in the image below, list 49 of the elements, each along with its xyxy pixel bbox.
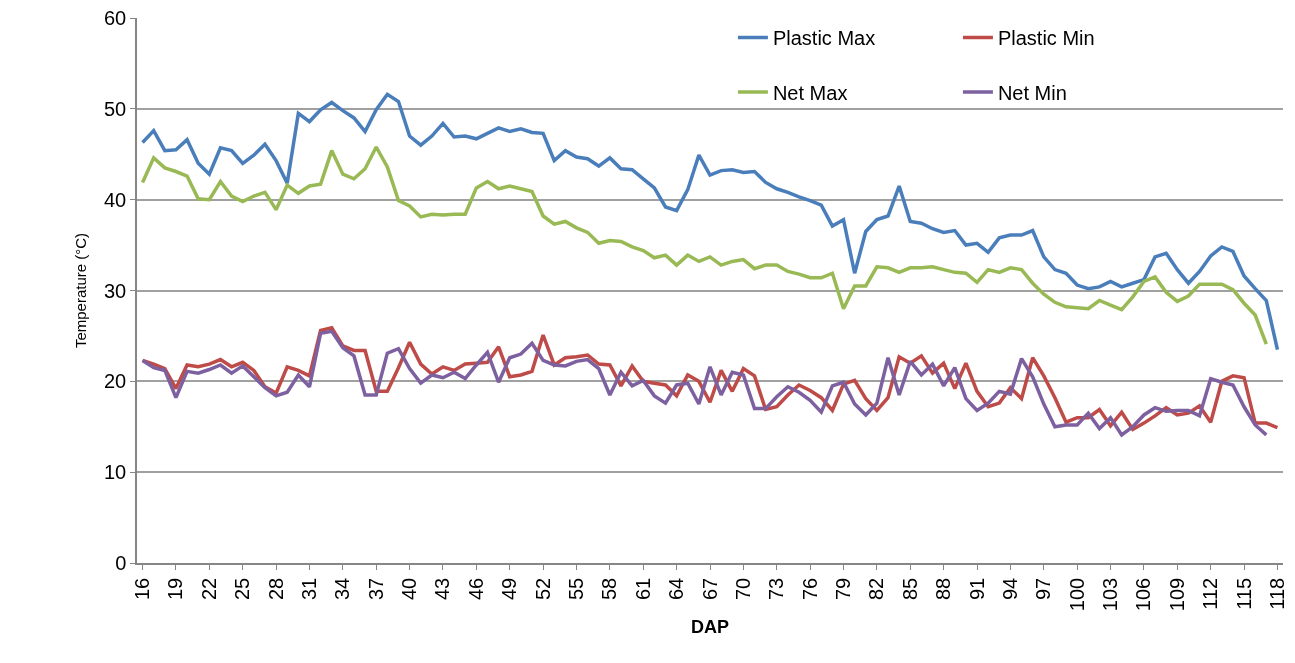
x-tick-label: 79 bbox=[832, 577, 855, 600]
legend-label: Plastic Max bbox=[772, 27, 876, 50]
x-tick-label: 34 bbox=[331, 577, 354, 600]
x-tick-label: 28 bbox=[264, 577, 287, 600]
x-tick-label: 58 bbox=[598, 577, 621, 600]
y-tick-label: 0 bbox=[115, 552, 127, 574]
x-tick-label: 22 bbox=[197, 577, 220, 600]
x-tick-label: 31 bbox=[297, 577, 320, 600]
x-tick-label: 61 bbox=[631, 577, 654, 600]
x-tick-label: 109 bbox=[1165, 577, 1188, 612]
x-tick-label: 106 bbox=[1132, 577, 1155, 612]
x-tick-label: 55 bbox=[564, 577, 587, 600]
x-tick-label: 85 bbox=[898, 577, 921, 600]
legend-label: Plastic Min bbox=[997, 27, 1095, 50]
x-tick-label: 19 bbox=[164, 577, 187, 600]
x-tick-label: 82 bbox=[865, 577, 888, 600]
y-tick-label: 20 bbox=[104, 370, 127, 393]
x-tick-label: 91 bbox=[965, 577, 988, 600]
y-tick-label: 10 bbox=[104, 461, 127, 484]
x-tick-label: 70 bbox=[731, 577, 754, 600]
x-tick-label: 16 bbox=[131, 577, 154, 600]
x-tick-label: 46 bbox=[464, 577, 487, 600]
x-tick-label: 49 bbox=[498, 577, 521, 600]
x-tick-label: 115 bbox=[1232, 577, 1255, 610]
x-tick-label: 112 bbox=[1199, 577, 1222, 610]
x-tick-label: 97 bbox=[1032, 577, 1055, 600]
x-tick-label: 100 bbox=[1065, 577, 1088, 612]
y-tick-label: 60 bbox=[104, 7, 127, 29]
x-tick-label: 40 bbox=[398, 577, 421, 600]
x-axis-title: DAP bbox=[690, 616, 730, 637]
x-tick-label: 52 bbox=[531, 577, 554, 600]
y-tick-label: 40 bbox=[104, 188, 127, 211]
y-tick-label: 30 bbox=[104, 279, 127, 302]
x-tick-label: 88 bbox=[932, 577, 955, 600]
x-tick-label: 67 bbox=[698, 577, 721, 600]
x-tick-label: 64 bbox=[665, 577, 688, 600]
x-tick-label: 94 bbox=[998, 577, 1021, 600]
x-tick-label: 76 bbox=[798, 577, 821, 600]
y-axis-title: Temperature (°C) bbox=[71, 232, 89, 349]
line-series bbox=[140, 145, 1269, 346]
y-tick-label: 50 bbox=[104, 97, 127, 120]
legend-label: Net Min bbox=[997, 81, 1067, 104]
x-tick-label: 103 bbox=[1099, 577, 1122, 612]
x-tick-label: 43 bbox=[431, 577, 454, 600]
x-tick-label: 25 bbox=[231, 577, 254, 600]
x-tick-label: 73 bbox=[765, 577, 788, 600]
x-tick-label: 118 bbox=[1265, 577, 1288, 610]
x-tick-label: 37 bbox=[364, 577, 387, 600]
legend-label: Net Max bbox=[772, 81, 848, 104]
